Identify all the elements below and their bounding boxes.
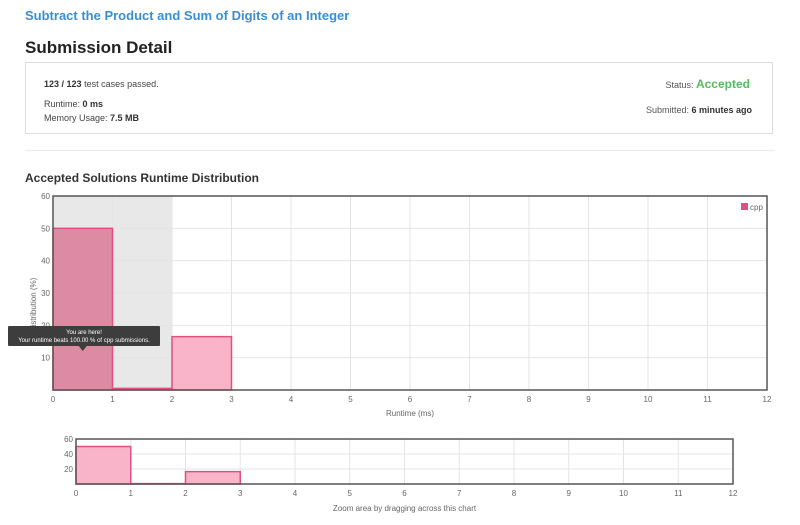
x-tick-label: 5: [348, 489, 353, 498]
x-tick-label: 2: [183, 489, 188, 498]
chart-section-title: Accepted Solutions Runtime Distribution: [25, 171, 260, 185]
y-tick-label: 60: [41, 192, 50, 201]
runtime-tooltip: You are here! Your runtime beats 100.00 %…: [8, 326, 160, 351]
y-tick-label: 40: [41, 257, 50, 266]
memory-line: Memory Usage: 7.5 MB: [44, 113, 139, 123]
x-tick-label: 11: [703, 395, 712, 404]
y-axis-label: Distribution (%): [29, 277, 38, 332]
x-tick-label: 4: [289, 395, 294, 404]
y-tick-label: 20: [41, 321, 50, 330]
memory-value: 7.5 MB: [110, 113, 140, 123]
y-tick-label: 60: [64, 435, 73, 444]
tooltip-message: Your runtime beats 100.00 % of cpp submi…: [18, 338, 150, 344]
submitted-line: Submitted: 6 minutes ago: [646, 105, 752, 115]
y-tick-label: 40: [64, 450, 73, 459]
y-tick-label: 10: [41, 354, 50, 363]
submission-detail-panel: 123 / 123 test cases passed. Runtime: 0 …: [25, 62, 773, 134]
tests-passed-line: 123 / 123 test cases passed.: [44, 79, 159, 89]
y-tick-label: 50: [41, 224, 50, 233]
submitted-value: 6 minutes ago: [691, 105, 752, 115]
runtime-line: Runtime: 0 ms: [44, 99, 103, 109]
x-tick-label: 3: [229, 395, 234, 404]
x-tick-label: 7: [467, 395, 472, 404]
x-axis-label: Runtime (ms): [386, 409, 434, 418]
x-tick-label: 10: [619, 489, 628, 498]
page-title: Submission Detail: [25, 38, 173, 57]
x-axis-label: Zoom area by dragging across this chart: [333, 504, 477, 513]
chart-bar: [184, 470, 241, 485]
chart-bar: [75, 445, 132, 485]
x-tick-label: 2: [170, 395, 175, 404]
x-tick-label: 1: [129, 489, 134, 498]
section-divider: [25, 150, 775, 151]
tooltip-title: You are here!: [66, 330, 102, 336]
legend-swatch: [741, 203, 748, 210]
status-line: Status: Accepted: [665, 77, 750, 91]
chart-frame: [52, 195, 768, 391]
y-tick-label: 30: [41, 289, 50, 298]
legend-label: cpp: [750, 203, 763, 212]
y-tick-label: 20: [64, 465, 73, 474]
x-tick-label: 6: [408, 395, 413, 404]
x-tick-label: 9: [567, 489, 572, 498]
x-tick-label: 0: [51, 395, 56, 404]
submitted-label: Submitted:: [645, 105, 689, 115]
status-badge[interactable]: Accepted: [695, 77, 750, 91]
x-tick-label: 12: [763, 395, 772, 404]
x-tick-label: 8: [512, 489, 517, 498]
x-tick-label: 0: [74, 489, 79, 498]
x-tick-label: 1: [110, 395, 115, 404]
x-tick-label: 10: [644, 395, 653, 404]
chart-frame: [75, 438, 734, 485]
x-tick-label: 4: [293, 489, 298, 498]
x-tick-label: 12: [729, 489, 738, 498]
status-label: Status:: [665, 80, 694, 90]
runtime-value: 0 ms: [82, 99, 104, 109]
chart-bar: [52, 227, 114, 391]
x-tick-label: 6: [402, 489, 407, 498]
tests-passed-count: 123 / 123: [44, 79, 82, 89]
x-tick-label: 7: [457, 489, 462, 498]
problem-title-link[interactable]: Subtract the Product and Sum of Digits o…: [25, 8, 350, 23]
x-tick-label: 11: [674, 489, 683, 498]
x-tick-label: 5: [348, 395, 353, 404]
tooltip-box: [8, 326, 160, 346]
x-tick-label: 9: [586, 395, 591, 404]
x-tick-label: 8: [527, 395, 532, 404]
x-tick-label: 3: [238, 489, 243, 498]
memory-label: Memory Usage:: [44, 113, 108, 123]
tests-passed-label: test cases passed.: [84, 79, 159, 89]
tooltip-arrow: [78, 346, 87, 351]
runtime-label: Runtime:: [44, 99, 81, 109]
